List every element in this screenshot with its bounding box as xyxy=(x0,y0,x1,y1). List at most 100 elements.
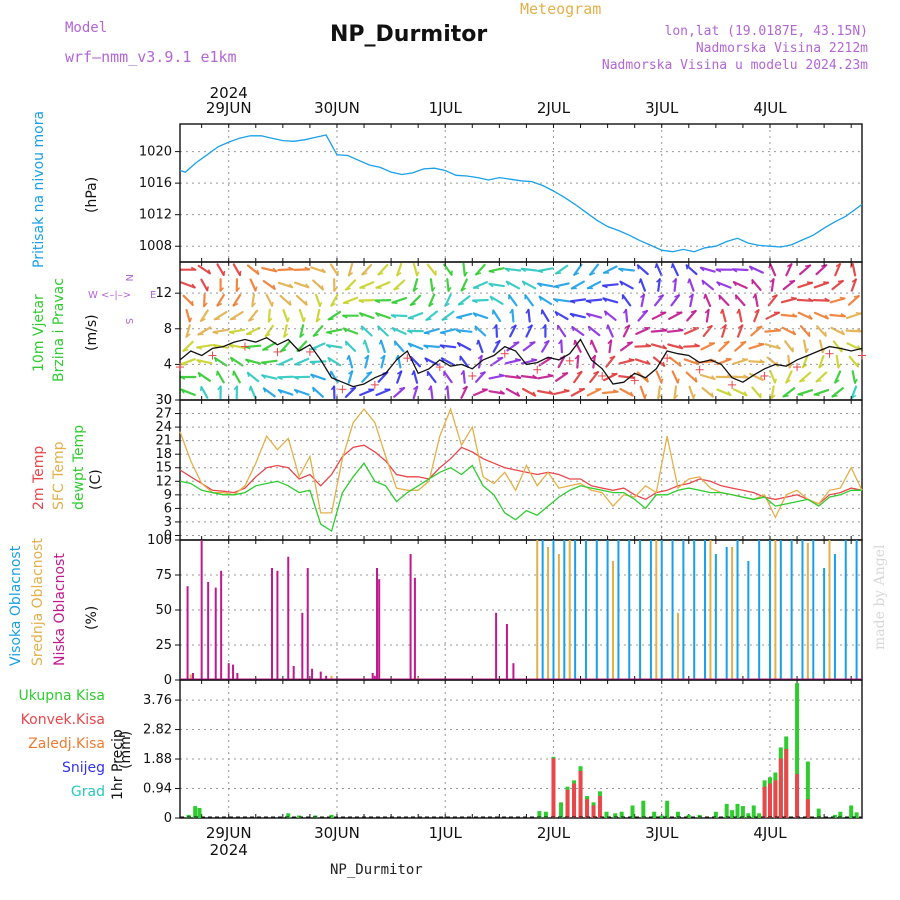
wind-arrow xyxy=(197,372,211,382)
wind-arrowhead xyxy=(703,294,707,299)
wind-arrow xyxy=(639,278,647,292)
wind-arrowhead xyxy=(413,386,418,390)
wind-arrow xyxy=(818,354,825,369)
wind-arrowhead xyxy=(677,378,680,383)
bar-ukupna-kisa xyxy=(730,810,735,818)
wind-arrow xyxy=(412,278,419,292)
wind-arrow xyxy=(685,264,698,276)
bar-ukupna-kisa xyxy=(740,806,745,818)
wind-arrow xyxy=(459,355,469,368)
bar-ukupna-kisa xyxy=(537,811,542,818)
wind-arrowhead xyxy=(200,318,206,322)
wind-arrowhead xyxy=(348,271,354,277)
wind-arrowhead xyxy=(563,388,569,392)
wind-arrow xyxy=(701,387,714,398)
bar-ukupna-kisa xyxy=(675,811,680,818)
wind-arrow xyxy=(639,385,646,400)
wind-arrowhead xyxy=(609,355,615,360)
wind-arrow xyxy=(635,327,651,335)
tick-label-y: 27 xyxy=(155,407,172,422)
wind-arrowhead xyxy=(294,376,300,381)
wind-arrow xyxy=(441,310,455,321)
wind-arrow xyxy=(721,324,727,338)
bar-niska-oblacnost xyxy=(207,582,210,680)
wind-arrowhead xyxy=(330,385,335,391)
wind-arrow xyxy=(197,326,212,336)
wind-arrow xyxy=(829,313,847,318)
wind-arrow xyxy=(770,278,775,292)
wind-arrow xyxy=(571,326,585,336)
panel-frame xyxy=(179,679,863,819)
wind-arrow xyxy=(212,343,229,349)
wind-arrowhead xyxy=(248,318,255,322)
wind-arrowhead xyxy=(756,325,762,329)
wind-arrowhead xyxy=(532,374,537,379)
wind-arrowhead xyxy=(248,386,252,391)
wind-arrowhead xyxy=(263,388,266,393)
wind-arrow xyxy=(326,344,343,349)
bar-niska-oblacnost xyxy=(227,663,230,680)
wind-arrow xyxy=(799,325,811,337)
wind-arrowhead xyxy=(396,272,402,276)
wind-arrow xyxy=(673,385,678,400)
wind-arrowhead xyxy=(498,373,504,377)
wind-arrowhead xyxy=(802,364,808,368)
wind-arrow xyxy=(488,390,505,395)
wind-arrow xyxy=(831,387,844,398)
wind-arrowhead xyxy=(694,360,699,365)
wind-arrowhead xyxy=(475,272,482,276)
wind-arrowhead xyxy=(199,386,203,392)
wind-arrow xyxy=(344,279,357,291)
wind-arrow xyxy=(423,328,440,334)
wind-arrow xyxy=(509,324,517,338)
wind-arrowhead xyxy=(219,287,225,292)
wind-arrowhead xyxy=(733,281,737,287)
year-label-bottom: 2024 xyxy=(210,841,248,859)
wind-arrowhead xyxy=(721,324,727,329)
wind-arrowhead xyxy=(196,359,202,364)
series-line-dewpt-temp xyxy=(179,462,862,533)
wind-arrow xyxy=(553,389,570,395)
wind-arrowhead xyxy=(460,370,465,376)
wind-arrowhead xyxy=(313,333,319,337)
wind-arrowhead xyxy=(538,296,542,301)
wind-arrow xyxy=(180,281,196,289)
wind-arrow xyxy=(180,358,196,366)
bar-konvek-kisa xyxy=(572,783,577,818)
panel-wind: 0 4 8 12 xyxy=(155,261,866,408)
wind-arrowhead xyxy=(749,266,753,271)
wind-arrowhead xyxy=(639,293,645,299)
wind-arrow xyxy=(815,325,827,337)
wind-arrow xyxy=(511,308,515,323)
wind-arrowhead xyxy=(661,327,667,332)
wind-arrowhead xyxy=(359,312,364,318)
panel-pressure: 1008 1012 1016 1020 xyxy=(139,123,863,263)
wind-arrow xyxy=(831,279,844,291)
wind-arrow xyxy=(537,374,554,380)
wind-arrow xyxy=(527,308,531,323)
wind-arrowhead xyxy=(758,342,764,345)
wind-arrowhead xyxy=(618,268,624,273)
wind-arrowhead xyxy=(440,331,446,335)
wind-arrowhead xyxy=(624,324,630,329)
wind-arrow xyxy=(396,370,403,384)
wind-arrow xyxy=(314,293,322,308)
wind-arrow xyxy=(359,281,375,289)
wind-arrow xyxy=(769,370,777,384)
wind-arrow xyxy=(750,325,763,337)
wind-arrow xyxy=(326,328,343,334)
wind-arrowhead xyxy=(330,302,336,307)
wind-arrowhead xyxy=(416,271,420,276)
wind-arrow xyxy=(488,282,505,288)
wind-arrow xyxy=(375,312,391,320)
wind-arrow xyxy=(851,370,857,384)
wind-arrowhead xyxy=(326,344,332,349)
wind-arrowhead xyxy=(704,309,710,314)
wind-arrow xyxy=(375,281,391,289)
wind-arrow xyxy=(508,294,518,307)
wind-arrowhead xyxy=(261,374,266,379)
wind-arrow xyxy=(589,370,600,384)
wind-arrow xyxy=(673,278,678,292)
tick-label-y: 24 xyxy=(155,420,172,435)
series-line-speed xyxy=(179,336,863,388)
